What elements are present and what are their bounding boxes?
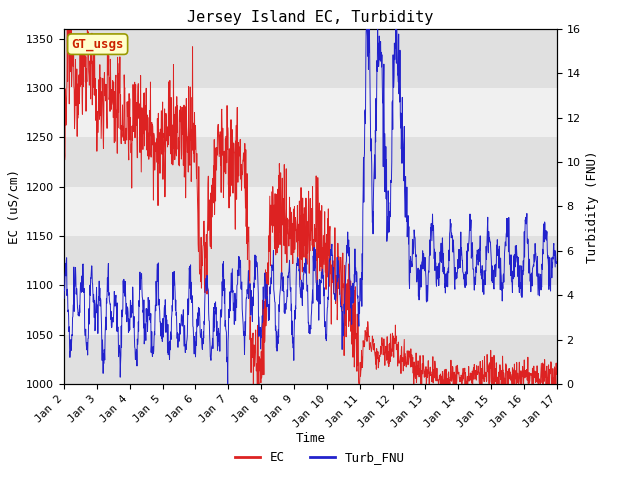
X-axis label: Time: Time [296,432,325,445]
Title: Jersey Island EC, Turbidity: Jersey Island EC, Turbidity [188,10,433,25]
Bar [64,187,557,236]
Text: GT_usgs: GT_usgs [72,37,124,51]
Legend: EC, Turb_FNU: EC, Turb_FNU [230,446,410,469]
Y-axis label: EC (uS/cm): EC (uS/cm) [8,169,20,244]
Y-axis label: Turbidity (FNU): Turbidity (FNU) [586,150,599,263]
Bar [64,285,557,335]
Bar [64,88,557,137]
